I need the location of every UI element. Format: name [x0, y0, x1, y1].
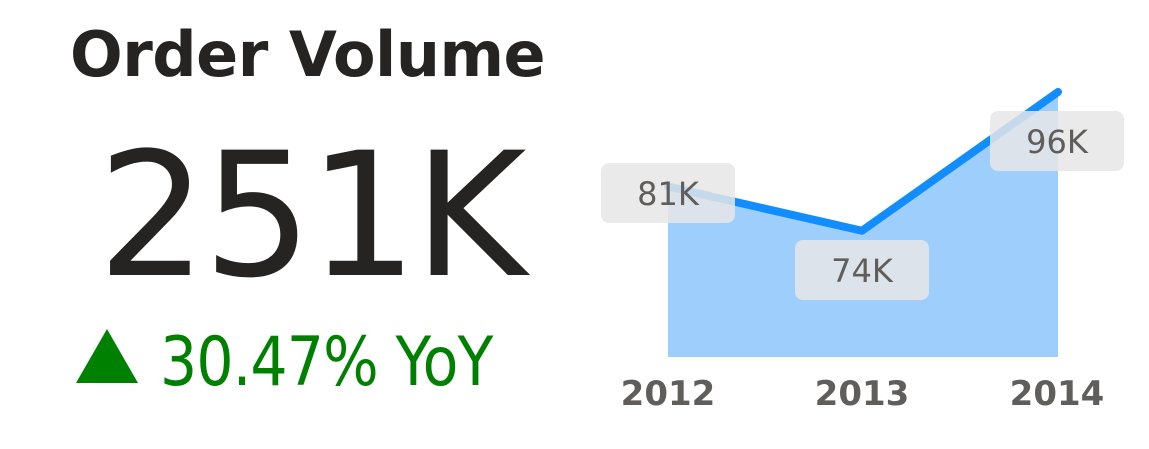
data-label: 74K	[831, 252, 894, 290]
data-label: 81K	[637, 175, 700, 213]
data-label: 96K	[1026, 123, 1089, 161]
x-tick-label: 2013	[815, 374, 910, 414]
x-tick-label: 2012	[621, 374, 716, 414]
x-tick-label: 2014	[1010, 374, 1105, 414]
